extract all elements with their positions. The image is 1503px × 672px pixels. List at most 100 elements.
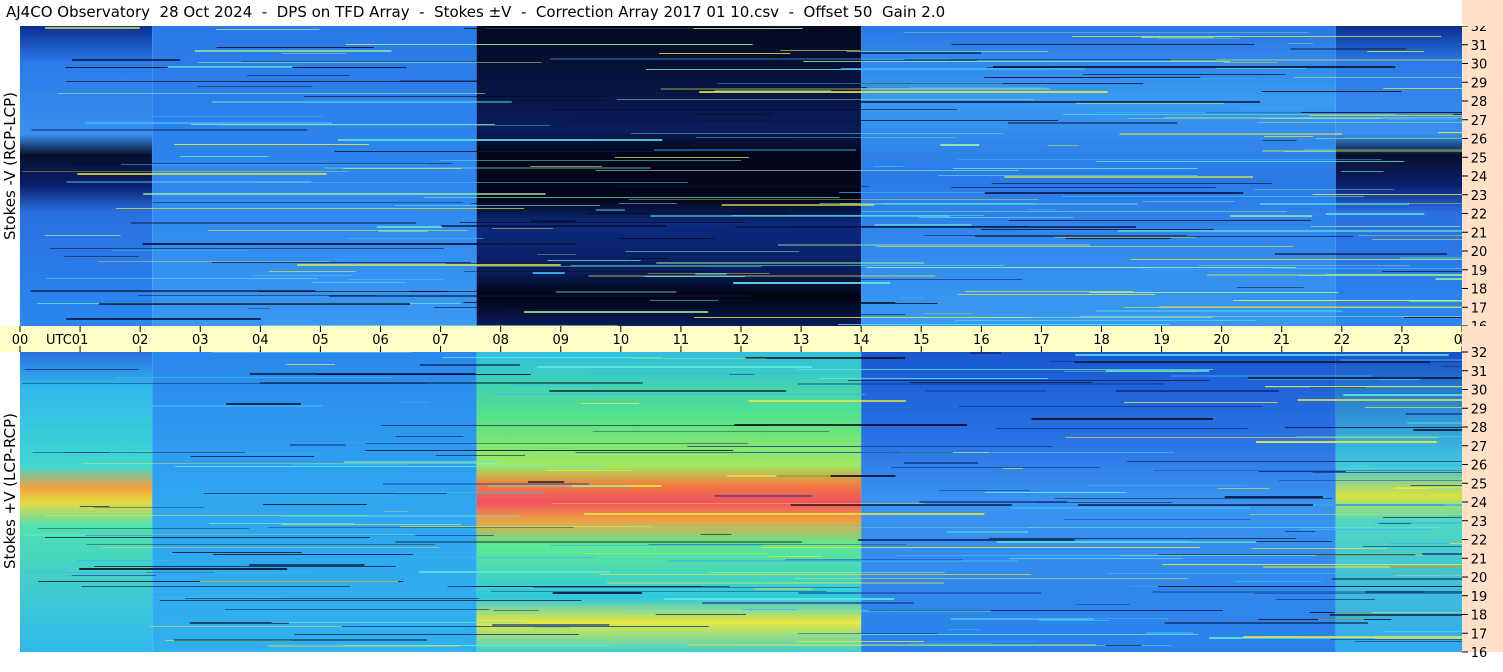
heatmap-region <box>152 26 477 326</box>
time-tick-label: 00 <box>12 333 29 348</box>
heatmap-streak <box>527 481 565 483</box>
heatmap-streak <box>1063 519 1251 520</box>
heatmap-streak <box>271 622 526 623</box>
heatmap-streak <box>532 272 565 274</box>
heatmap-streak <box>492 228 554 229</box>
heatmap-streak <box>895 555 1316 556</box>
time-tick-label: 07 <box>432 333 449 348</box>
chart-title: AJ4CO Observatory 28 Oct 2024 - DPS on T… <box>6 3 946 21</box>
heatmap-streak <box>294 634 579 635</box>
heatmap-streak <box>611 186 869 187</box>
heatmap-streak <box>798 592 1042 594</box>
heatmap-streak <box>726 475 831 477</box>
heatmap-streak <box>1247 379 1416 380</box>
heatmap-streak <box>289 444 346 446</box>
heatmap-streak <box>194 50 392 52</box>
heatmap-streak <box>32 452 109 453</box>
heatmap-streak <box>582 553 769 554</box>
heatmap-streak <box>512 384 598 385</box>
heatmap-region <box>20 352 153 652</box>
heatmap-streak <box>471 203 884 204</box>
heatmap-streak <box>1379 379 1421 380</box>
heatmap-streak <box>57 93 486 94</box>
heatmap-streak <box>211 262 471 263</box>
time-tick-label: 13 <box>793 333 810 348</box>
frequency-tick-label: 25 <box>1471 477 1488 492</box>
heatmap-streak <box>1124 307 1462 308</box>
frequency-tick-label: 21 <box>1471 552 1488 567</box>
frequency-tick-label: 20 <box>1471 245 1488 260</box>
heatmap-streak <box>788 226 1027 227</box>
heatmap-streak <box>238 81 541 82</box>
heatmap-streak <box>924 235 1187 236</box>
heatmap-streak <box>794 578 1188 579</box>
heatmap-streak <box>969 352 1002 354</box>
heatmap-streak <box>571 485 662 487</box>
heatmap-streak <box>1409 301 1462 302</box>
heatmap-streak <box>626 610 991 612</box>
heatmap-streak <box>1438 132 1462 133</box>
heatmap-streak <box>64 256 139 257</box>
heatmap-streak <box>625 251 800 252</box>
heatmap-streak <box>1007 122 1178 124</box>
heatmap-streak <box>226 403 301 405</box>
heatmap-streak <box>115 377 393 378</box>
time-tick-label: 12 <box>733 333 750 348</box>
heatmap-streak <box>876 246 1294 247</box>
heatmap-streak <box>167 66 293 68</box>
heatmap-streak <box>536 366 813 368</box>
heatmap-streak <box>748 400 906 402</box>
heatmap-streak <box>632 358 767 359</box>
heatmap-streak <box>655 614 747 615</box>
heatmap-streak <box>761 547 1200 548</box>
heatmap-streak <box>628 199 1039 200</box>
heatmap-streak <box>345 44 753 45</box>
heatmap-streak <box>754 588 813 590</box>
heatmap-streak <box>143 405 323 407</box>
heatmap-streak <box>1441 366 1462 367</box>
heatmap-streak <box>1096 310 1343 312</box>
time-tick-label: 19 <box>1153 333 1170 348</box>
frequency-tick-label: 29 <box>1471 76 1488 91</box>
heatmap-streak <box>1142 201 1235 202</box>
heatmap-streak <box>481 266 702 268</box>
heatmap-streak <box>658 78 747 79</box>
heatmap-streak <box>650 215 950 217</box>
heatmap-streak <box>556 291 677 293</box>
heatmap-streak <box>790 504 1012 506</box>
heatmap-streak <box>1238 108 1305 109</box>
time-tick-label: 03 <box>192 333 209 348</box>
heatmap-streak <box>400 526 651 527</box>
heatmap-streak <box>848 380 1210 381</box>
heatmap-streak <box>1237 287 1304 288</box>
heatmap-streak <box>1255 441 1437 443</box>
heatmap-streak <box>177 648 265 650</box>
heatmap-streak <box>1290 48 1407 50</box>
heatmap-streak <box>531 220 576 222</box>
heatmap-streak <box>1317 619 1365 620</box>
heatmap-streak <box>1274 253 1448 255</box>
heatmap-streak <box>1119 555 1424 556</box>
heatmap-streak <box>1326 274 1462 275</box>
heatmap-streak <box>533 587 860 588</box>
frequency-tick-label: 32 <box>1471 346 1488 361</box>
heatmap-streak <box>1262 140 1297 141</box>
heatmap-streak <box>442 357 662 358</box>
heatmap-streak <box>1312 504 1462 506</box>
heatmap-streak <box>328 295 752 297</box>
heatmap-streak <box>22 383 426 384</box>
frequency-tick-label: 20 <box>1471 571 1488 586</box>
heatmap-streak <box>339 628 464 630</box>
frequency-tick-label: 22 <box>1471 534 1488 549</box>
heatmap-streak <box>1154 470 1462 471</box>
heatmap-streak <box>1344 137 1462 138</box>
heatmap-streak <box>1284 531 1316 532</box>
heatmap-streak <box>211 101 512 103</box>
heatmap-streak <box>130 222 416 224</box>
heatmap-streak <box>1223 62 1278 63</box>
heatmap-streak <box>586 213 787 214</box>
heatmap-streak <box>865 641 1037 642</box>
time-tick-label: 10 <box>613 333 630 348</box>
heatmap-streak <box>1238 300 1462 301</box>
